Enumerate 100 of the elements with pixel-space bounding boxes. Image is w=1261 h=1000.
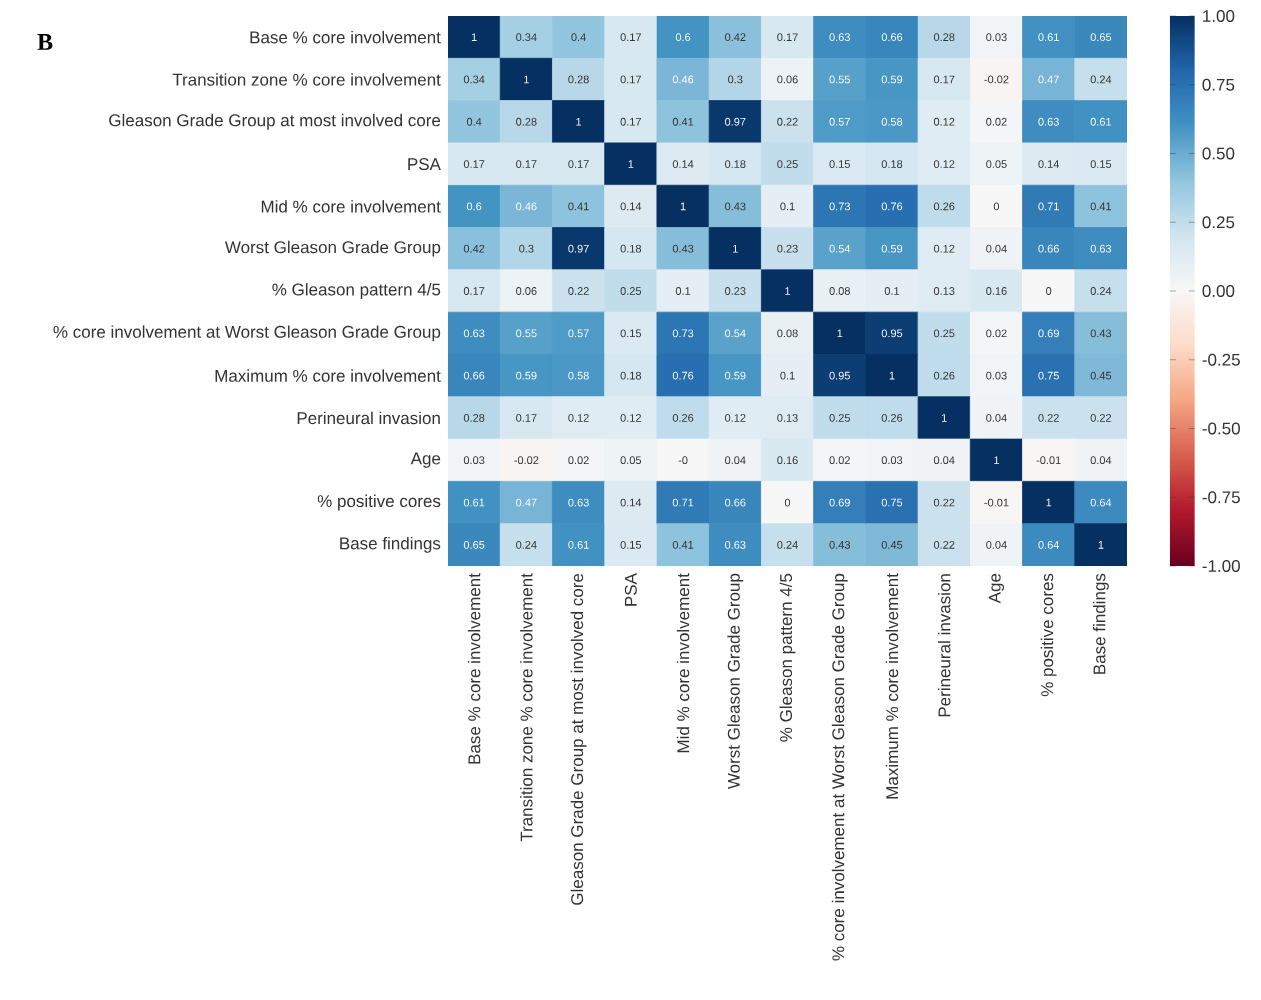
data-label: 0.66 <box>881 33 903 42</box>
data-label: 0.95 <box>829 371 850 380</box>
data-label: 0.28 <box>568 75 589 84</box>
data-label: 0.4 <box>466 117 482 126</box>
data-label: 0.45 <box>881 540 903 549</box>
color-bar-label: -0.75 <box>1202 491 1240 504</box>
color-bar-label: 0.25 <box>1202 216 1235 229</box>
data-label: 1 <box>1098 541 1104 549</box>
data-label: 0.64 <box>1090 498 1112 507</box>
color-bar-label: 0.50 <box>1202 147 1235 160</box>
data-label: 0.15 <box>829 160 850 168</box>
y-tick-label: Age <box>410 452 441 468</box>
data-label: 0.15 <box>620 540 642 549</box>
data-label: 0.26 <box>933 202 955 211</box>
data-label: 0.22 <box>568 287 589 295</box>
data-label: 0.61 <box>1038 33 1059 42</box>
data-label: -0.01 <box>1036 456 1061 465</box>
data-label: 0.04 <box>725 456 746 465</box>
data-label: 0.08 <box>777 329 798 338</box>
data-label: 0.26 <box>881 414 903 422</box>
data-label: 0.59 <box>881 75 903 84</box>
data-label: 0.24 <box>777 540 798 549</box>
data-label: 0.22 <box>933 540 955 549</box>
data-label: 0.42 <box>463 244 485 253</box>
data-label: 0.12 <box>933 117 955 126</box>
data-label: 0.16 <box>986 287 1007 295</box>
data-label: 0.14 <box>620 202 642 211</box>
data-label: 0.04 <box>986 414 1007 422</box>
data-label: 0.34 <box>463 75 485 84</box>
data-label: 0.43 <box>1090 329 1112 338</box>
data-label: 0.25 <box>829 414 850 422</box>
data-label: 1 <box>994 456 999 465</box>
data-label: 0.75 <box>881 498 903 507</box>
data-label: 0.66 <box>725 498 746 507</box>
color-bar-label: -0.50 <box>1202 422 1240 435</box>
data-label: 1 <box>837 329 843 338</box>
data-label: 1 <box>1046 498 1052 507</box>
color-bar-label: 0.00 <box>1202 284 1235 297</box>
data-label: 0.24 <box>1090 287 1112 295</box>
x-tick-label: Perineural invasion <box>937 574 951 717</box>
data-label: 0.12 <box>620 414 641 422</box>
data-label: 0.55 <box>516 329 537 338</box>
data-label: -0.02 <box>984 75 1009 84</box>
y-tick-label: Perineural invasion <box>297 411 440 425</box>
data-label: 1 <box>524 75 529 84</box>
color-bar-label: -1.00 <box>1202 559 1240 572</box>
x-tick-label: Age <box>988 573 1005 604</box>
data-label: 1 <box>628 160 634 168</box>
data-label: 0.41 <box>1090 202 1112 211</box>
x-tick-label: Mid % core involvement <box>676 573 690 753</box>
data-label: 0.28 <box>933 33 955 42</box>
data-label: 0.03 <box>463 456 485 465</box>
data-label: 0.14 <box>672 160 694 168</box>
data-label: 0.97 <box>725 117 746 126</box>
data-label: 0.75 <box>1038 371 1059 380</box>
data-label: 0.4 <box>571 33 586 42</box>
data-label: 0.17 <box>568 160 589 168</box>
data-label: 1 <box>941 414 947 422</box>
data-label: 0.6 <box>675 33 691 42</box>
data-label: 0.73 <box>672 329 694 338</box>
data-label: 0.17 <box>933 75 955 84</box>
data-label: 0.55 <box>829 75 850 84</box>
color-bar-label: 1.00 <box>1203 9 1235 22</box>
data-label: 0.66 <box>463 371 485 380</box>
data-label: 0.43 <box>829 540 850 549</box>
data-label: 0.45 <box>1090 371 1112 380</box>
data-label: 0.1 <box>675 287 691 295</box>
data-label: 0.66 <box>1038 244 1059 253</box>
data-label: 0.26 <box>672 414 694 422</box>
data-label: 0.46 <box>516 202 537 211</box>
x-tick-label: Worst Gleason Grade Group <box>727 573 744 790</box>
data-label: 0.61 <box>568 540 589 549</box>
data-label: 0.24 <box>1090 75 1112 84</box>
data-label: 0.17 <box>777 33 798 42</box>
data-label: 0.28 <box>463 414 485 422</box>
x-tick-label: PSA <box>624 573 637 606</box>
y-tick-label: Worst Gleason Grade Group <box>224 240 441 257</box>
data-label: 0.18 <box>725 160 746 168</box>
data-label: 0.63 <box>1038 117 1059 126</box>
data-label: 1 <box>733 244 738 253</box>
data-label: 0.46 <box>672 75 694 84</box>
data-label: 0.15 <box>620 329 642 338</box>
x-tick-label: % Gleason pattern 4/5 <box>779 573 796 742</box>
data-label: 0.02 <box>986 117 1007 126</box>
y-tick-label: % core involvement at Worst Gleason Grade Group <box>53 325 441 342</box>
data-label: 0.63 <box>829 33 850 42</box>
y-tick-label: PSA <box>408 158 441 171</box>
data-label: 0.23 <box>725 287 746 295</box>
data-label: 1 <box>576 117 582 126</box>
data-label: 0.03 <box>986 371 1007 380</box>
data-label: 0.12 <box>725 414 746 422</box>
data-label: 0.05 <box>620 456 642 465</box>
data-label: 0.04 <box>1090 456 1112 465</box>
y-tick-label: % Gleason pattern 4/5 <box>272 283 441 299</box>
data-label: 0.64 <box>1038 540 1060 549</box>
data-label: 0.17 <box>620 75 641 84</box>
data-label: 0.02 <box>568 456 589 465</box>
data-label: 0.15 <box>1090 160 1112 168</box>
y-tick-label: Base findings <box>340 536 441 553</box>
data-label: 0.17 <box>620 33 641 42</box>
